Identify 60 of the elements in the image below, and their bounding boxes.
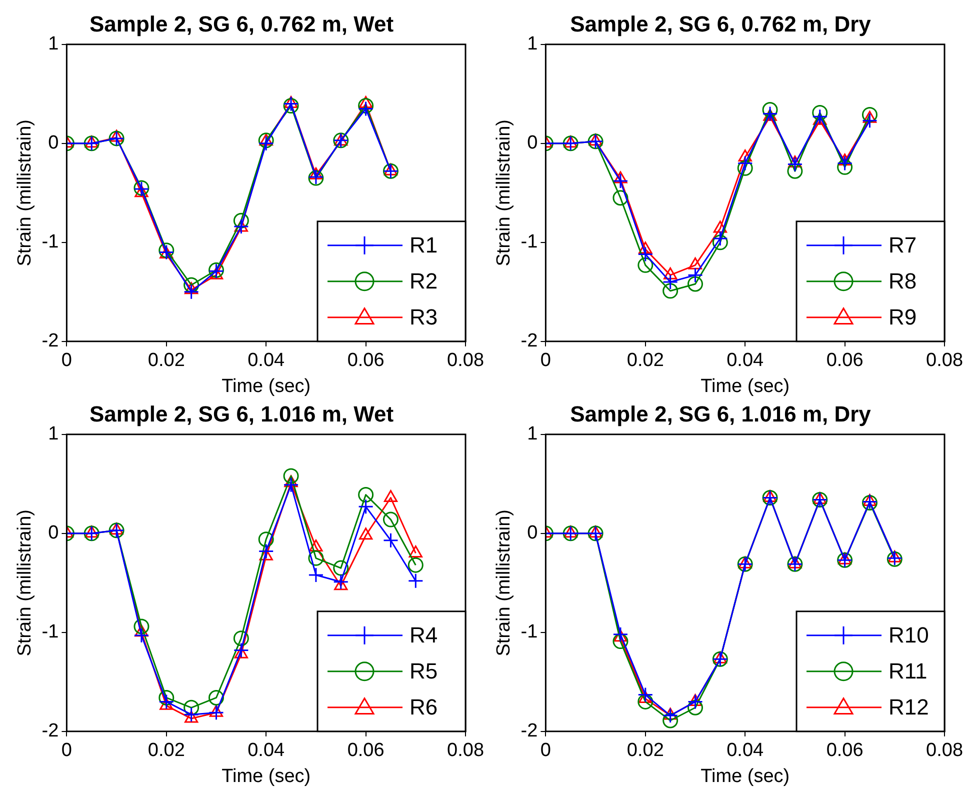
chart-title: Sample 2, SG 6, 1.016 m, Wet <box>89 401 394 426</box>
y-tick-label: 1 <box>527 34 538 55</box>
y-tick-label: 0 <box>527 132 538 154</box>
legend-label: R10 <box>888 622 929 648</box>
y-tick-label: -1 <box>42 622 59 643</box>
legend-label: R7 <box>888 232 917 258</box>
x-tick-label: 0.04 <box>248 350 286 372</box>
legend-label: R1 <box>410 232 438 258</box>
legend-label: R2 <box>410 268 438 294</box>
legend-label: R3 <box>410 304 438 330</box>
legend-label: R4 <box>410 622 438 648</box>
y-axis-title: Strain (millistrain) <box>494 510 515 656</box>
x-tick-label: 0.02 <box>148 740 185 762</box>
y-tick-label: 0 <box>48 132 59 154</box>
x-tick-label: 0 <box>61 740 72 762</box>
chart-title: Sample 2, SG 6, 0.762 m, Dry <box>570 11 872 36</box>
y-tick-label: 0 <box>48 522 59 544</box>
y-tick-label: 1 <box>527 424 538 445</box>
x-tick-label: 0 <box>540 350 551 372</box>
x-tick-label: 0.06 <box>826 350 864 372</box>
x-tick-label: 0.06 <box>826 740 864 762</box>
x-axis-title: Time (sec) <box>700 766 790 787</box>
legend-label: R11 <box>888 658 928 684</box>
legend-label: R12 <box>888 694 929 720</box>
y-tick-label: -2 <box>42 720 59 742</box>
x-tick-label: 0.02 <box>626 350 664 372</box>
x-tick-label: 0.04 <box>726 350 764 372</box>
chart-title: Sample 2, SG 6, 0.762 m, Wet <box>89 11 394 36</box>
x-tick-label: 0.02 <box>626 740 664 762</box>
x-tick-label: 0 <box>61 350 72 372</box>
x-tick-label: 0.08 <box>926 740 963 762</box>
x-tick-label: 0 <box>540 740 551 762</box>
y-axis-title: Strain (millistrain) <box>14 120 36 266</box>
x-tick-label: 0.08 <box>447 350 484 372</box>
x-tick-label: 0.02 <box>148 350 185 372</box>
y-tick-label: 1 <box>48 34 59 55</box>
legend-label: R6 <box>410 694 438 720</box>
x-tick-label: 0.08 <box>926 350 963 372</box>
x-axis-title: Time (sec) <box>222 766 311 787</box>
legend-label: R5 <box>410 658 438 684</box>
y-tick-label: 1 <box>48 424 59 445</box>
chart-title: Sample 2, SG 6, 1.016 m, Dry <box>570 401 872 426</box>
y-axis-title: Strain (millistrain) <box>14 510 36 656</box>
y-tick-label: -1 <box>520 622 538 643</box>
x-tick-label: 0.04 <box>726 740 764 762</box>
y-tick-label: 0 <box>527 522 538 544</box>
legend-label: R8 <box>888 268 917 294</box>
y-tick-label: -2 <box>520 720 538 742</box>
x-axis-title: Time (sec) <box>222 376 311 397</box>
y-tick-label: -1 <box>520 232 538 253</box>
x-tick-label: 0.06 <box>347 740 384 762</box>
y-axis-title: Strain (millistrain) <box>494 120 515 266</box>
x-axis-title: Time (sec) <box>700 376 790 397</box>
legend-label: R9 <box>888 304 917 330</box>
x-tick-label: 0.04 <box>248 740 286 762</box>
y-tick-label: -1 <box>42 232 59 253</box>
x-tick-label: 0.08 <box>447 740 484 762</box>
x-tick-label: 0.06 <box>347 350 384 372</box>
y-tick-label: -2 <box>42 330 59 352</box>
y-tick-label: -2 <box>520 330 538 352</box>
